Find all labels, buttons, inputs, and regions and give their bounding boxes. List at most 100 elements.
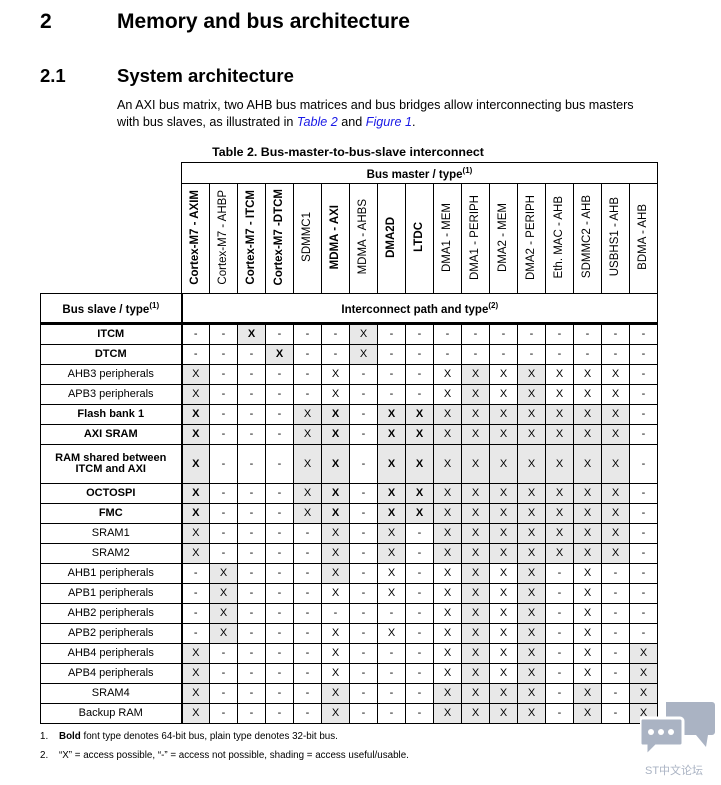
master-header-15: USBHS1 - AHB <box>601 183 630 294</box>
master-label: DMA2 - PERIPH <box>525 194 537 280</box>
table-row: OCTOSPI X - - - X X - X X X X X X X X X - <box>40 483 658 504</box>
master-header-0: Cortex-M7 - AXIM <box>181 183 210 294</box>
access-cell: X <box>517 543 546 564</box>
access-cell: X <box>517 483 546 504</box>
note-1: 1. Bold font type denotes 64-bit bus, pla… <box>40 727 409 746</box>
access-cell: - <box>209 444 238 484</box>
access-cell: - <box>377 643 406 664</box>
access-cell: - <box>209 364 238 385</box>
access-cell: - <box>209 384 238 405</box>
table-row: SRAM1 X - - - - X - X - X X X X X X X - <box>40 523 658 544</box>
figure-1-link[interactable]: Figure 1 <box>365 114 412 129</box>
interconnect-table: Bus master / type(1) Cortex-M7 - AXIM Cor… <box>40 162 658 724</box>
access-cell: X <box>517 364 546 385</box>
bus-slave-label: SRAM1 <box>40 523 183 544</box>
access-cell: X <box>433 703 462 724</box>
access-cell: - <box>377 663 406 684</box>
access-cell: X <box>181 404 210 425</box>
access-cell: - <box>209 344 238 365</box>
master-label: DMA2D <box>385 216 397 258</box>
access-cell: X <box>321 404 350 425</box>
footnote-ref: (1) <box>462 166 473 176</box>
access-cell: - <box>545 683 574 704</box>
access-cell: - <box>629 364 658 385</box>
access-cell: X <box>461 703 490 724</box>
table-caption: Table 2. Bus-master-to-bus-slave interco… <box>212 145 484 159</box>
access-cell: - <box>629 444 658 484</box>
access-cell: - <box>629 424 658 445</box>
access-cell: - <box>293 344 322 365</box>
access-cell: - <box>377 603 406 624</box>
bus-slave-label: Backup RAM <box>40 703 183 724</box>
label: Interconnect path and type <box>341 303 489 316</box>
access-cell: - <box>405 683 434 704</box>
access-cell: - <box>209 424 238 445</box>
bus-slave-label: RAM shared between ITCM and AXI <box>40 444 183 484</box>
master-header-14: SDMMC2 - AHB <box>573 183 602 294</box>
master-label: DMA2 - MEM <box>497 202 509 272</box>
access-cell: X <box>237 323 266 345</box>
access-cell: X <box>321 523 350 544</box>
table-row: AHB3 peripherals X - - - - X - - - X X X X X X X - <box>40 364 658 385</box>
access-cell: X <box>573 444 602 484</box>
access-cell: - <box>461 323 490 345</box>
access-cell: - <box>573 344 602 365</box>
table-row: RAM shared between ITCM and AXI X - - - X X - X X… <box>40 444 658 484</box>
bus-slave-label: DTCM <box>40 344 183 365</box>
access-cell: X <box>293 404 322 425</box>
table-row: APB3 peripherals X - - - - X - - - X X X X X X X - <box>40 384 658 405</box>
table-row: AXI SRAM X - - - X X - X X X X X X X X X - <box>40 424 658 445</box>
access-cell: - <box>489 344 518 365</box>
access-cell: - <box>601 563 630 584</box>
access-cell: X <box>433 503 462 524</box>
access-cell: X <box>181 364 210 385</box>
access-cell: X <box>517 563 546 584</box>
access-cell: X <box>461 663 490 684</box>
access-cell: X <box>489 563 518 584</box>
access-cell: - <box>405 344 434 365</box>
access-cell: - <box>237 523 266 544</box>
table-notes: 1. Bold font type denotes 64-bit bus, pla… <box>40 727 409 765</box>
access-cell: X <box>181 703 210 724</box>
access-cell: X <box>321 444 350 484</box>
access-cell: X <box>601 384 630 405</box>
access-cell: - <box>349 444 378 484</box>
access-cell: - <box>629 503 658 524</box>
access-cell: X <box>517 703 546 724</box>
access-cell: - <box>601 623 630 644</box>
master-header-13: Eth. MAC - AHB <box>545 183 574 294</box>
access-cell: X <box>321 543 350 564</box>
access-cell: - <box>405 543 434 564</box>
access-cell: - <box>265 364 294 385</box>
access-cell: - <box>349 563 378 584</box>
access-cell: X <box>517 603 546 624</box>
access-cell: X <box>489 623 518 644</box>
table-2-link[interactable]: Table 2 <box>296 114 338 129</box>
bus-slave-label: APB4 peripherals <box>40 663 183 684</box>
access-cell: X <box>489 503 518 524</box>
access-cell: X <box>489 364 518 385</box>
access-cell: - <box>237 424 266 445</box>
access-cell: X <box>405 424 434 445</box>
access-cell: - <box>405 384 434 405</box>
access-cell: - <box>237 603 266 624</box>
access-cell: X <box>489 444 518 484</box>
access-cell: X <box>489 703 518 724</box>
master-label: LTDC <box>413 222 425 252</box>
access-cell: - <box>237 404 266 425</box>
access-cell: X <box>517 424 546 445</box>
section-title: Memory and bus architecture <box>117 10 410 33</box>
access-cell: X <box>601 483 630 504</box>
bus-slave-label: FMC <box>40 503 183 524</box>
access-cell: - <box>545 663 574 684</box>
access-cell: - <box>377 683 406 704</box>
access-cell: X <box>321 364 350 385</box>
table-row: AHB1 peripherals - X - - - X - X - X X X X - X - - <box>40 563 658 584</box>
access-cell: - <box>601 683 630 704</box>
access-cell: - <box>265 503 294 524</box>
access-cell: - <box>405 523 434 544</box>
access-cell: X <box>489 683 518 704</box>
master-label: DMA1 - PERIPH <box>469 194 481 280</box>
access-cell: - <box>545 583 574 604</box>
access-cell: - <box>629 483 658 504</box>
